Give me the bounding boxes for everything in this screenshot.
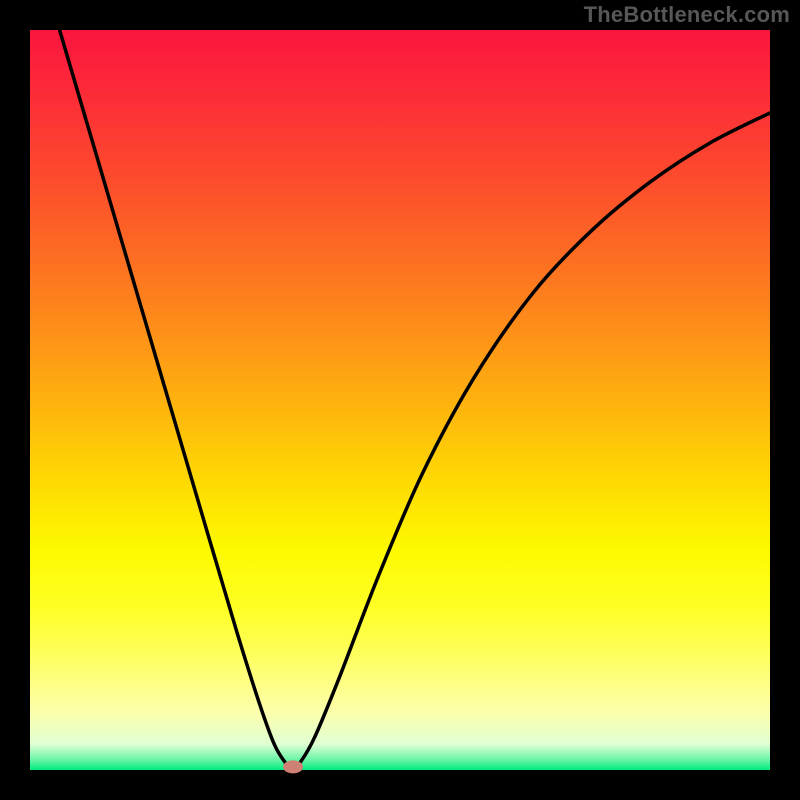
plot-area [30, 30, 770, 770]
curve-layer [30, 30, 770, 770]
chart-frame: TheBottleneck.com [0, 0, 800, 800]
curve-path [60, 30, 770, 769]
watermark-text: TheBottleneck.com [584, 2, 790, 28]
optimum-marker [283, 760, 303, 773]
